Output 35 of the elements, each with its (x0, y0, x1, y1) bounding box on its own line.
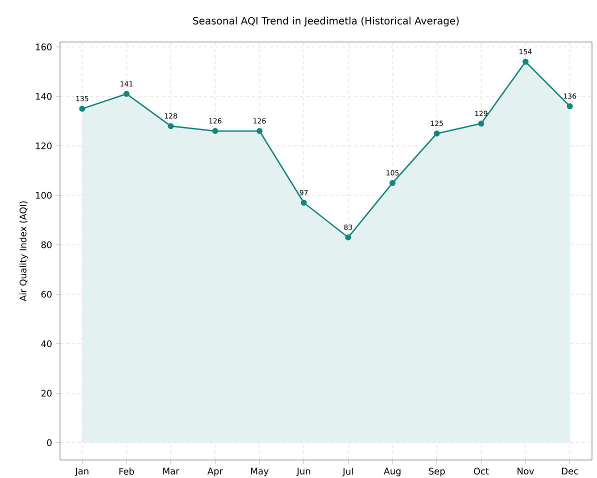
point (256, 128, 263, 134)
y-tick-label: 20 (41, 390, 52, 397)
x-tick-label: May (251, 468, 269, 476)
x-tick-label: Apr (207, 468, 223, 476)
point (345, 234, 352, 240)
point (566, 103, 573, 110)
y-tick-label: 120 (36, 142, 52, 150)
x-tick-label: Mar (163, 468, 180, 474)
x-tick-label: Oct (474, 468, 489, 475)
x-tick-label: Jan (74, 468, 88, 476)
x-tick-label: Dec (562, 468, 578, 474)
point (522, 58, 528, 65)
point (79, 106, 86, 112)
y-axis-title: Air Quality Index (AQI) (19, 201, 28, 302)
point (434, 130, 440, 137)
y-tick-label: 0 (47, 439, 52, 446)
y-tick-label: 80 (41, 241, 52, 248)
point (212, 128, 218, 134)
x-tick-label: Nov (518, 468, 534, 474)
point (124, 90, 130, 97)
point (390, 180, 396, 186)
x-tick-label: Jul (342, 468, 353, 476)
x-tick-label: Sep (428, 468, 445, 476)
x-tick-label: Aug (384, 468, 400, 476)
y-tick-label: 160 (36, 44, 52, 50)
point (168, 123, 174, 130)
y-tick-label: 60 (41, 290, 52, 298)
point (478, 120, 484, 127)
point (300, 200, 307, 206)
x-tick-label: Feb (119, 468, 134, 475)
x-tick-label: Jun (296, 468, 310, 476)
chart-title: Seasonal AQI Trend in Jeedimetla (Historical Average) (193, 16, 459, 26)
y-tick-label: 100 (36, 192, 52, 199)
y-tick-label: 40 (41, 340, 52, 348)
y-tick-label: 140 (36, 93, 52, 100)
